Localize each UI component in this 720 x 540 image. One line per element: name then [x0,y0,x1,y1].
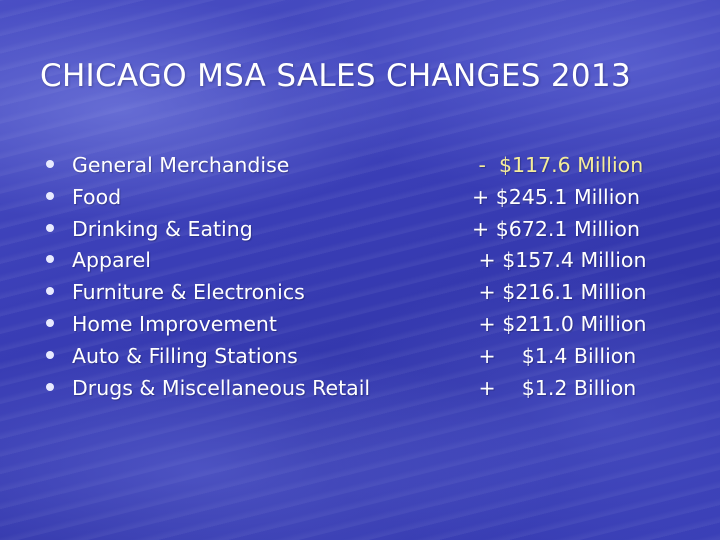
category-label: Home Improvement [72,311,277,336]
bullet-icon [46,318,54,327]
category-label: Furniture & Electronics [72,280,305,305]
category-label: Apparel [72,248,151,273]
list-item: General Merchandise [46,150,376,182]
list-item: Home Improvement [46,309,376,341]
change-value: + $1.4 Billion [472,343,637,368]
category-label: General Merchandise [72,153,290,177]
bullet-icon [46,287,54,296]
category-label: Drugs & Miscellaneous Retail [72,375,371,400]
list-item: Food [46,182,376,214]
bullet-icon [46,255,54,264]
change-value: + $157.4 Million [472,248,647,273]
category-label: Drinking & Eating [72,216,253,241]
change-value: + $672.1 Million [472,216,640,241]
change-value: - $117.6 Million [472,153,644,177]
bullet-icon [46,382,54,391]
list-item: Auto & Filling Stations [46,341,376,373]
bullet-icon [46,350,54,359]
category-label: Auto & Filling Stations [72,343,298,368]
change-value: + $245.1 Million [472,184,640,209]
category-list: General Merchandise Food Drinking & Eati… [46,150,376,404]
change-values: - $117.6 Million + $245.1 Million + $672… [472,150,712,404]
bullet-icon [46,191,54,200]
change-value: + $1.2 Billion [472,375,637,400]
category-label: Food [72,184,122,209]
slide-title: CHICAGO MSA SALES CHANGES 2013 [40,58,631,94]
list-item: Apparel [46,245,376,277]
bullet-icon [46,160,54,168]
list-item: Drugs & Miscellaneous Retail [46,373,376,405]
change-value: + $216.1 Million [472,280,647,305]
list-item: Furniture & Electronics [46,277,376,309]
list-item: Drinking & Eating [46,214,376,246]
change-value: + $211.0 Million [472,311,647,336]
bullet-icon [46,223,54,232]
